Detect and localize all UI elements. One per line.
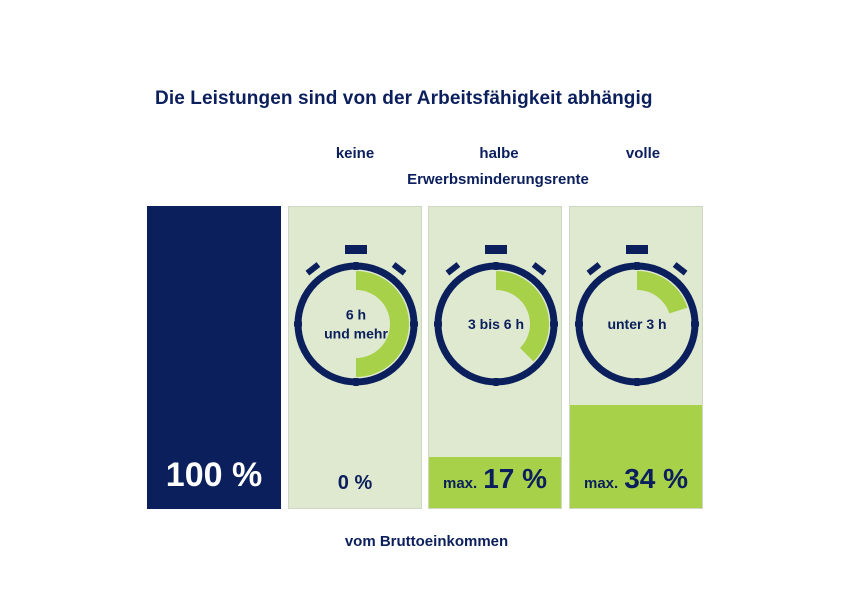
clock-arc <box>637 271 688 314</box>
footer-caption: vom Bruttoeinkommen <box>344 533 509 550</box>
clock-icon-volle: unter 3 h <box>575 245 699 386</box>
value-label-volle: max. 34 % <box>583 463 689 494</box>
header-halbe: halbe <box>479 145 519 162</box>
clock-label: unter 3 h <box>607 316 666 332</box>
clock-crown <box>485 245 507 254</box>
clock-tick <box>493 262 499 270</box>
clock-tick <box>353 378 359 386</box>
bar-fill-halbe <box>429 456 561 508</box>
clock-arc <box>496 271 549 362</box>
clock-tick <box>550 321 558 327</box>
clock-tick <box>691 321 699 327</box>
clock-tick <box>634 262 640 270</box>
clock-tick <box>434 321 442 327</box>
clock-crown <box>345 245 367 254</box>
header-erwerbsminderungsrente: Erwerbsminderungsrente <box>407 171 589 188</box>
clock-button <box>672 262 688 276</box>
clock-label: 3 bis 6 h <box>468 316 524 332</box>
bar-halbe: 3 bis 6 h max. 17 % <box>428 206 562 509</box>
clock-button <box>445 262 461 276</box>
clock-button <box>391 262 407 276</box>
bar-keine: 6 h und mehr 0 % <box>288 206 422 509</box>
clock-tick <box>493 378 499 386</box>
clock-button <box>305 262 321 276</box>
bar-fill-volle <box>570 404 702 508</box>
value-label-keine: 0 % <box>337 472 373 494</box>
clock-arc <box>356 271 409 377</box>
clock-button <box>586 262 602 276</box>
clock-label: und mehr <box>324 326 388 342</box>
bar-bruttoeinkommen: 100 % <box>147 206 281 509</box>
clock-icon-halbe: 3 bis 6 h <box>434 245 558 386</box>
clock-tick <box>575 321 583 327</box>
clock-tick <box>634 378 640 386</box>
value-label-halbe: max. 17 % <box>442 463 548 494</box>
header-keine: keine <box>335 145 375 162</box>
bar-volle: unter 3 h max. 34 % <box>569 206 703 509</box>
clock-crown <box>626 245 648 254</box>
clock-icon-keine: 6 h und mehr <box>294 245 418 386</box>
chart-title: Die Leistungen sind von der Arbeitsfähig… <box>155 88 653 109</box>
clock-tick <box>410 321 418 327</box>
clock-button <box>531 262 547 276</box>
header-volle: volle <box>625 145 661 162</box>
clock-label: 6 h <box>346 307 366 323</box>
clock-tick <box>353 262 359 270</box>
clock-tick <box>294 321 302 327</box>
value-label-bruttoeinkommen: 100 % <box>165 456 263 494</box>
